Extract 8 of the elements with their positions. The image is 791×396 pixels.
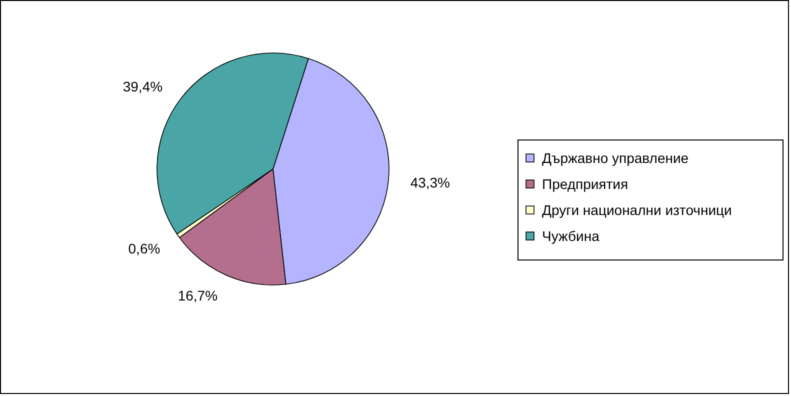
legend-label: Чужбина [542, 228, 600, 244]
data-label: 16,7% [178, 287, 218, 304]
legend-label: Предприятия [542, 176, 628, 192]
legend-label: Държавно управление [542, 150, 689, 166]
legend-label: Други национални източници [542, 202, 732, 218]
data-label: 0,6% [128, 240, 160, 256]
data-label: 39,4% [122, 78, 163, 94]
data-label: 43,3% [410, 174, 450, 191]
